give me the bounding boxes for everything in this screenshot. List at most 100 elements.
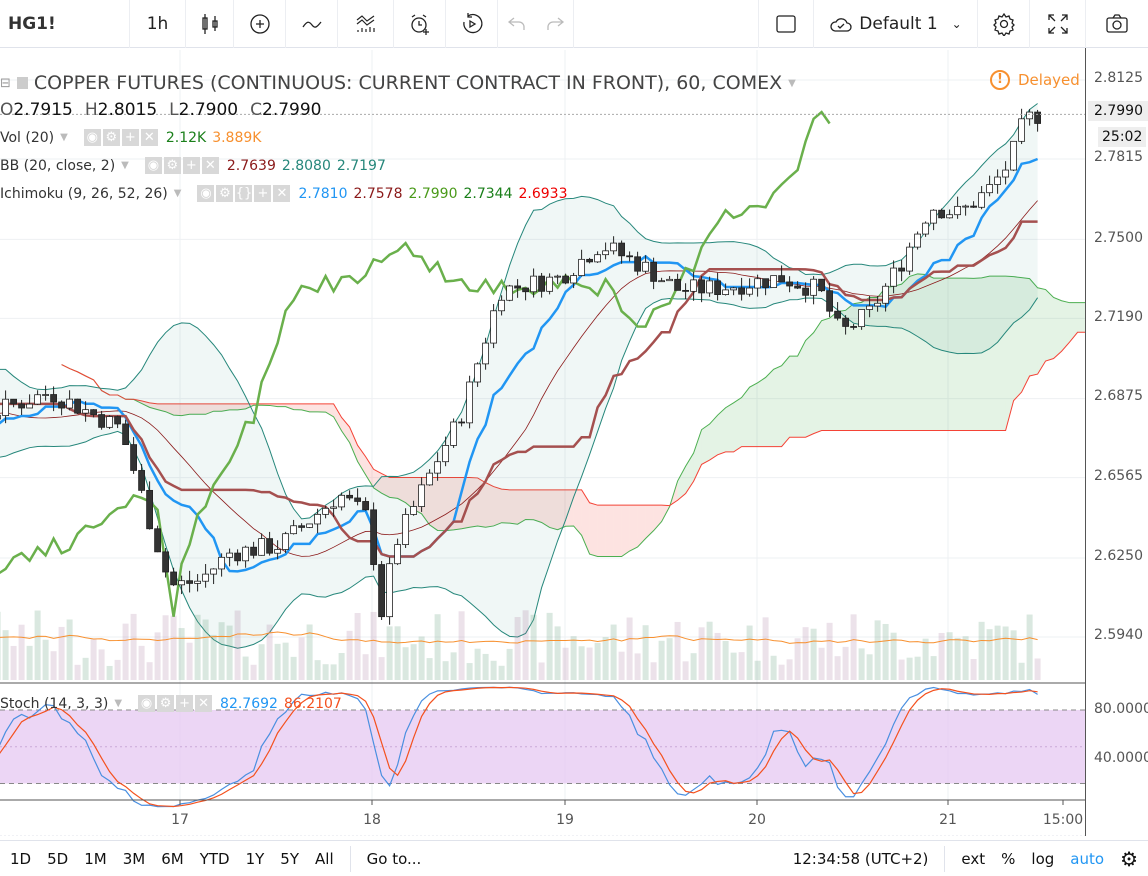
volume-bar: [930, 656, 937, 680]
close-icon[interactable]: ✕: [201, 157, 219, 174]
leading-span-b: [61, 331, 1085, 507]
volume-bar: [322, 664, 329, 680]
financials-icon[interactable]: [338, 0, 394, 48]
close-icon[interactable]: ✕: [273, 185, 291, 202]
eye-icon[interactable]: ◉: [197, 185, 215, 202]
eye-icon[interactable]: ◉: [144, 157, 162, 174]
candle-body: [90, 409, 97, 415]
ichimoku-label[interactable]: Ichimoku (9, 26, 52, 26): [0, 185, 168, 202]
auto-toggle[interactable]: auto: [1070, 849, 1105, 868]
range-ytd[interactable]: YTD: [199, 849, 230, 868]
kumo-cloud-segment: [341, 417, 350, 443]
volume-bar: [34, 610, 41, 680]
replay-icon[interactable]: [446, 0, 498, 48]
chevron-down-icon[interactable]: ▼: [788, 77, 796, 89]
volume-bar: [122, 623, 129, 680]
source-code-icon[interactable]: {}: [235, 185, 253, 202]
range-1d[interactable]: 1D: [10, 849, 32, 868]
alert-icon[interactable]: [394, 0, 446, 48]
flag-icon[interactable]: [16, 77, 28, 89]
volume-bar: [682, 661, 689, 680]
low-label: L: [169, 100, 179, 120]
range-3m[interactable]: 3M: [122, 849, 146, 868]
candle-body: [0, 415, 1, 420]
square-icon[interactable]: [758, 0, 814, 48]
kumo-cloud-segment: [677, 466, 686, 501]
plus-icon[interactable]: +: [176, 695, 194, 712]
chevron-down-icon[interactable]: ▼: [114, 698, 123, 709]
ext-toggle[interactable]: ext: [961, 849, 986, 868]
interval-button[interactable]: 1h: [130, 0, 186, 48]
indicators-wave-icon[interactable]: [286, 0, 338, 48]
kumo-cloud-segment: [309, 403, 318, 412]
goto-button[interactable]: Go to...: [366, 849, 422, 868]
bb-upper-value: 2.8080: [281, 157, 331, 174]
camera-icon[interactable]: [1086, 0, 1148, 48]
gear-icon[interactable]: ⚙: [216, 185, 234, 202]
chevron-down-icon[interactable]: ▼: [173, 188, 182, 199]
range-1y[interactable]: 1Y: [245, 849, 265, 868]
range-5d[interactable]: 5D: [47, 849, 69, 868]
lagging-span-value: 2.7990: [408, 185, 458, 202]
volume-bar: [842, 646, 849, 680]
price-axis[interactable]: 2.8125 2.7990 25:02 2.7815 2.7500 2.7190…: [1085, 48, 1148, 836]
symbol-search[interactable]: HG1!: [0, 0, 130, 48]
candle-body: [346, 494, 354, 499]
kumo-cloud-segment: [869, 297, 878, 431]
settings-gear-icon[interactable]: ⚙: [1120, 846, 1138, 871]
candle-body: [698, 279, 705, 294]
collapse-icon[interactable]: ⊟: [0, 75, 11, 91]
volume-bar: [530, 614, 537, 680]
clock[interactable]: 12:34:58 (UTC+2): [792, 849, 929, 868]
range-1m[interactable]: 1M: [84, 849, 107, 868]
candles-icon[interactable]: [186, 0, 234, 48]
candle-body: [466, 381, 474, 424]
range-all[interactable]: All: [315, 849, 334, 868]
gear-icon[interactable]: ⚙: [102, 129, 120, 146]
gear-icon[interactable]: ⚙: [163, 157, 181, 174]
plus-icon[interactable]: +: [254, 185, 272, 202]
bb-label[interactable]: BB (20, close, 2): [0, 157, 116, 174]
percent-toggle[interactable]: %: [1001, 849, 1016, 868]
kumo-cloud-segment: [909, 273, 918, 431]
candle-body: [66, 398, 73, 409]
chevron-down-icon[interactable]: ▼: [60, 132, 68, 143]
layout-button[interactable]: Default 1 ⌄: [814, 0, 978, 48]
chart-canvas[interactable]: [0, 0, 1085, 836]
vol-label[interactable]: Vol (20): [0, 129, 55, 146]
add-circle-icon[interactable]: [234, 0, 286, 48]
kumo-cloud-segment: [221, 403, 230, 412]
range-5y[interactable]: 5Y: [280, 849, 300, 868]
candle-body: [410, 506, 418, 515]
close-icon[interactable]: ✕: [140, 129, 158, 146]
gear-icon[interactable]: [978, 0, 1030, 48]
fullscreen-icon[interactable]: [1030, 0, 1086, 48]
volume-bar: [226, 625, 233, 680]
time-label: 19: [556, 812, 574, 828]
kumo-cloud-segment: [829, 311, 838, 431]
range-6m[interactable]: 6M: [161, 849, 184, 868]
candle-body: [178, 580, 186, 586]
volume-bar: [890, 632, 897, 680]
candle-body: [122, 423, 129, 445]
volume-bar: [26, 645, 33, 680]
time-label: 20: [748, 812, 766, 828]
gear-icon[interactable]: ⚙: [157, 695, 175, 712]
eye-icon[interactable]: ◉: [83, 129, 101, 146]
plus-icon[interactable]: +: [182, 157, 200, 174]
kumo-cloud-segment: [285, 403, 294, 410]
candle-body: [874, 302, 881, 307]
delayed-badge[interactable]: ! Delayed: [990, 70, 1080, 90]
log-toggle[interactable]: log: [1031, 849, 1055, 868]
undo-icon[interactable]: [498, 0, 536, 48]
volume-bar: [594, 642, 601, 680]
volume-bar: [90, 638, 97, 680]
bb-legend: BB (20, close, 2) ▼ ◉ ⚙ + ✕ 2.7639 2.8080 2.…: [0, 157, 386, 174]
plus-icon[interactable]: +: [121, 129, 139, 146]
stoch-label[interactable]: Stoch (14, 3, 3): [0, 695, 109, 712]
candle-body: [242, 546, 250, 562]
close-icon[interactable]: ✕: [195, 695, 213, 712]
chevron-down-icon[interactable]: ▼: [121, 160, 129, 171]
eye-icon[interactable]: ◉: [138, 695, 156, 712]
redo-icon[interactable]: [536, 0, 574, 48]
